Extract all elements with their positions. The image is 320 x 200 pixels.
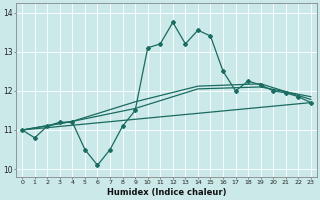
- X-axis label: Humidex (Indice chaleur): Humidex (Indice chaleur): [107, 188, 226, 197]
